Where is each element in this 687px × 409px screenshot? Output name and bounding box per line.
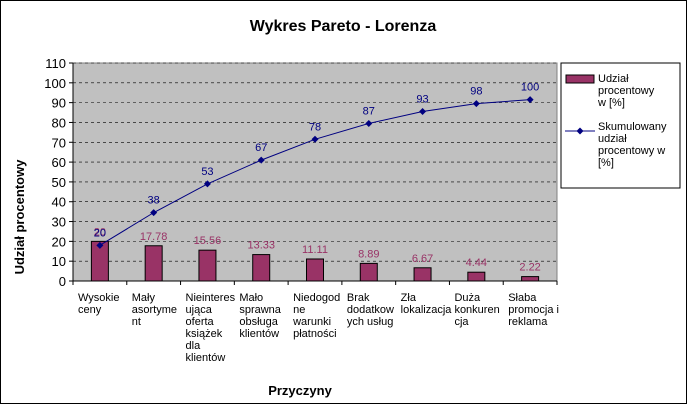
y-tick-label: 0 [59, 274, 66, 289]
line-data-label: 20 [94, 227, 106, 239]
line-point [419, 108, 427, 116]
legend: Udział procentowy w [%] Skumulowany udział pr… [560, 62, 681, 189]
legend-box [560, 62, 681, 189]
line-point [311, 135, 319, 143]
line-data-label: 38 [148, 195, 160, 207]
x-tick-label: Słaba promocja i reklama [508, 292, 559, 328]
legend-label: Udział procentowy w [%] [597, 73, 655, 109]
bar [252, 254, 271, 282]
line-data-label: 100 [521, 82, 539, 94]
line-data-label: 98 [470, 86, 482, 98]
line-data-label: 93 [416, 94, 428, 106]
legend-swatch-marker [576, 127, 584, 135]
line-data-label: 78 [309, 121, 321, 133]
line-data-label: 67 [255, 142, 267, 154]
bar-data-label: 6.67 [412, 253, 433, 265]
x-tick-label: Duża konkuren cja [454, 292, 499, 328]
x-axis-label: Przyczyny [268, 383, 332, 398]
bar-data-label: 2.22 [519, 262, 540, 274]
line-point [365, 119, 373, 127]
bar-data-label: 4.44 [466, 257, 487, 269]
plot-area: 0 10 20 30 40 50 60 70 80 90 100 110 Wysokie ceny Mały… [44, 56, 559, 364]
y-tick-label: 60 [52, 155, 66, 170]
line-data-label: 53 [201, 166, 213, 178]
line-point [526, 96, 534, 104]
y-tick-label: 20 [52, 234, 66, 249]
line-data-label: 87 [363, 105, 375, 117]
y-tick-label: 10 [52, 254, 66, 269]
y-tick-label: 70 [52, 135, 66, 150]
y-tick-label: 30 [52, 215, 66, 230]
bar [467, 271, 486, 282]
x-tick-label: Wysokie ceny [78, 292, 119, 316]
chart-title: Wykres Pareto - Lorenza [250, 18, 437, 35]
bar-data-label: 15.56 [194, 235, 222, 247]
x-tick-label: Zła lokalizacja [401, 292, 453, 316]
legend-label: Skumulowany udział procentowy w [%] [598, 121, 667, 169]
bar-data-label: 11.11 [302, 244, 328, 256]
plot-background [72, 62, 558, 282]
line-point [257, 156, 265, 164]
y-tick-label: 100 [44, 76, 66, 91]
bar-data-label: 20 [94, 226, 106, 238]
bar-data-label: 8.89 [358, 248, 379, 260]
y-tick-label: 40 [52, 195, 66, 210]
line-point [150, 209, 158, 217]
x-tick-label: Mały asortyme nt [132, 292, 177, 328]
y-tick-label: 50 [52, 175, 66, 190]
bar-data-label: 13.33 [247, 240, 275, 252]
bar [144, 245, 163, 282]
line-point [96, 241, 104, 249]
y-tick-label: 110 [45, 56, 66, 71]
x-tick-label: Brak dodatkow ych usług [347, 292, 394, 328]
bar [413, 267, 432, 282]
x-tick-label: Mało sprawna obsługa klientów [239, 292, 281, 340]
y-tick-label: 80 [52, 115, 66, 130]
x-tick-label: Niedogod ne warunki płatności [292, 292, 340, 340]
bar [306, 258, 324, 282]
line-point [203, 180, 211, 188]
bar [198, 249, 217, 282]
x-tick-label: Nieinteres ująca oferta książek dla klientów [186, 292, 236, 364]
legend-swatch-bars [565, 74, 595, 84]
y-tick-label: 90 [52, 96, 66, 111]
line-point [472, 100, 480, 108]
y-axis-label: Udział procentowy [12, 159, 27, 275]
bar-data-label: 17.78 [140, 231, 168, 243]
bar [359, 262, 378, 282]
bar [521, 276, 540, 282]
bar [90, 240, 109, 282]
